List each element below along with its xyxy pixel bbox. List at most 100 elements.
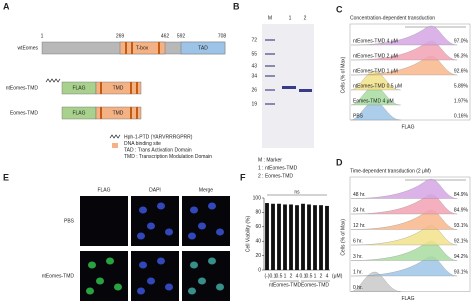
dna-binding-site bbox=[130, 82, 132, 94]
ladder-label: 43 bbox=[251, 63, 257, 69]
panel-label: E bbox=[3, 172, 9, 182]
plot-frame bbox=[349, 23, 471, 121]
column-header: Merge bbox=[199, 187, 213, 193]
percent: 1.97% bbox=[454, 98, 469, 104]
bar bbox=[325, 205, 329, 270]
bar bbox=[313, 205, 317, 270]
row-label: ntEomes-TMD 4 μM bbox=[353, 38, 398, 44]
lane-label: M bbox=[268, 15, 272, 21]
percent: 5.89% bbox=[454, 83, 469, 89]
x-tick-label: 1 bbox=[314, 273, 317, 279]
ladder-label: 72 bbox=[251, 37, 257, 43]
x-tick-label: 1 bbox=[284, 273, 287, 279]
tmd-domain bbox=[95, 106, 142, 120]
x-tick-label: 4 bbox=[296, 273, 299, 279]
cell bbox=[190, 261, 198, 269]
cell bbox=[137, 232, 145, 240]
position: 269 bbox=[116, 33, 125, 39]
cell bbox=[208, 257, 216, 265]
cell bbox=[114, 283, 122, 291]
panel-label: D bbox=[336, 157, 343, 167]
x-tick-label: 4 bbox=[326, 273, 329, 279]
micrograph bbox=[182, 251, 230, 301]
construct-name: ntEomes-TMD bbox=[6, 85, 39, 91]
dna-binding-site bbox=[136, 82, 138, 94]
percent: 94.2% bbox=[454, 254, 469, 260]
domain-name: T-box bbox=[136, 45, 149, 51]
cell bbox=[96, 277, 104, 285]
y-tick-label: 40 bbox=[255, 239, 261, 245]
cell bbox=[147, 277, 155, 285]
ptd-icon bbox=[45, 78, 61, 83]
panel-title: Concentration-dependent transduction bbox=[350, 15, 435, 21]
legend-text: DNA binding site bbox=[124, 141, 161, 147]
protein-band bbox=[299, 89, 312, 92]
group-label: ntEomes-TMD bbox=[269, 282, 302, 288]
bar bbox=[265, 203, 269, 270]
ladder-band bbox=[265, 39, 275, 41]
position: 462 bbox=[161, 33, 170, 39]
y-axis-label: Cells (% of Max) bbox=[340, 56, 346, 93]
percent: 92.1% bbox=[454, 238, 469, 244]
histogram bbox=[350, 25, 458, 46]
tad-domain bbox=[180, 41, 226, 55]
x-tick-label: 0.5 bbox=[306, 273, 313, 279]
cell bbox=[198, 222, 206, 230]
dna-binding-site bbox=[136, 107, 138, 119]
domain-name: TMD bbox=[113, 85, 124, 91]
significance-label: ns bbox=[294, 189, 300, 195]
position: 1 bbox=[41, 33, 44, 39]
cell bbox=[86, 287, 94, 295]
x-tick-label: 2 bbox=[290, 273, 293, 279]
position: 592 bbox=[177, 33, 186, 39]
percent: 84.9% bbox=[454, 192, 469, 198]
domain-name: FLAG bbox=[72, 110, 85, 116]
cell bbox=[139, 206, 147, 214]
panel-label: F bbox=[240, 172, 246, 182]
cell bbox=[106, 257, 114, 265]
cell bbox=[157, 257, 165, 265]
row-label: 6 hr. bbox=[353, 238, 363, 244]
legend-text: 2 : Eomes-TMD bbox=[258, 173, 293, 179]
percent: 0.16% bbox=[454, 113, 469, 119]
column-header: FLAG bbox=[97, 187, 110, 193]
histogram bbox=[350, 70, 401, 91]
legend-text: Hph-1-PTD (YARVRRRGPRR) bbox=[124, 134, 193, 140]
legend-text: 1 : ntEomes-TMD bbox=[258, 165, 298, 171]
panel-label: A bbox=[3, 1, 10, 11]
dna-binding-site bbox=[100, 82, 102, 94]
row-label: 3 hr. bbox=[353, 254, 363, 260]
row-label: PBS bbox=[353, 113, 364, 119]
x-tick-label: 0.1 bbox=[270, 273, 277, 279]
legend-text: TAD : Trans Activation Domain bbox=[124, 147, 192, 153]
ptd-icon bbox=[109, 134, 121, 139]
histogram bbox=[350, 271, 401, 292]
row-label: ntEomes-TMD 1 μM bbox=[353, 68, 398, 74]
dna-binding-site bbox=[130, 107, 132, 119]
micrograph bbox=[80, 196, 128, 246]
ladder-label: 19 bbox=[251, 101, 257, 107]
row-label: 1 hr. bbox=[353, 269, 363, 275]
ladder-band bbox=[265, 75, 275, 77]
tmd-domain bbox=[95, 81, 142, 95]
row-label: 24 hr. bbox=[353, 207, 366, 213]
protein-band bbox=[282, 86, 296, 89]
cell bbox=[147, 222, 155, 230]
legend-text: M : Marker bbox=[258, 157, 282, 163]
y-axis-label: Cells (% of Max) bbox=[340, 219, 346, 256]
y-tick-label: 100 bbox=[253, 195, 262, 201]
cell bbox=[188, 232, 196, 240]
ladder-band bbox=[265, 65, 275, 67]
ladder-label: 26 bbox=[251, 87, 257, 93]
cell bbox=[198, 277, 206, 285]
construct-name: wtEomes bbox=[17, 45, 38, 51]
panel-title: Time-dependent transduction (2 μM) bbox=[350, 168, 431, 174]
micrograph bbox=[131, 196, 179, 246]
panel-label: B bbox=[233, 1, 240, 11]
dna-binding-site bbox=[125, 42, 127, 54]
y-axis-label: Cell Viability (%) bbox=[245, 216, 251, 253]
ladder-label: 34 bbox=[251, 73, 257, 79]
panel-label: C bbox=[336, 4, 343, 14]
cell bbox=[88, 261, 96, 269]
